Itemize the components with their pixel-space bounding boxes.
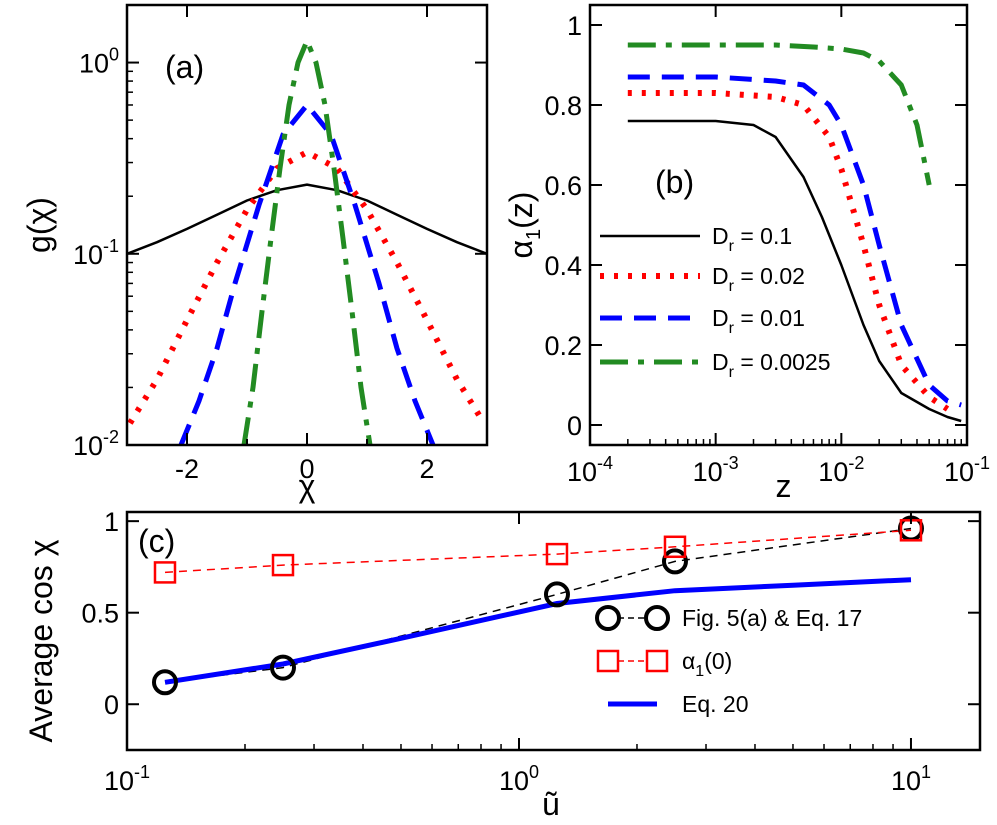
panel-c-point-fig5a: [151, 669, 178, 696]
panel-c-xtick-label: 10-1: [104, 762, 150, 796]
panel-b-plot-area: [627, 42, 962, 423]
panel-c: 10-1 100 101 0 0.5 1 (c) Fig. 5(a) & Eq. 17 α1(0…: [23, 507, 982, 822]
panel-b-series-Dr_0.1: [627, 119, 962, 423]
panel-c-frame: [125, 510, 982, 752]
panel-c-ytick-label: 0: [104, 690, 119, 720]
panel-c-annotation: (c): [138, 523, 175, 559]
panel-b-xlabel: z: [776, 468, 792, 504]
panel-a-frame: [125, 3, 489, 447]
panel-c-xtick-label: 100: [499, 762, 539, 796]
panel-c-legend-label-alpha1: α1(0): [682, 648, 732, 680]
panel-b-xtick-label: 10-4: [567, 453, 613, 487]
panel-a: -2 0 2 10-2 10-1 100 (a) χ g(χ): [21, 3, 489, 504]
panel-a-series-Dr_0.01: [178, 102, 436, 445]
panel-b-legend-label-Dr_0.02: Dr = 0.02: [712, 263, 805, 295]
panel-c-ylabel: Average cos χ: [23, 539, 59, 742]
panel-b-ytick-label: 0: [567, 411, 582, 441]
panel-b-ytick-label: 1: [567, 11, 582, 41]
panel-c-legend-label-eq20: Eq. 20: [682, 691, 749, 717]
panel-c-legend-marker-fig5a: [644, 605, 670, 631]
panel-c-ytick-label: 0.5: [81, 599, 119, 629]
panel-c-point-alpha1: [271, 553, 295, 577]
panel-c-xtick-label: 101: [891, 762, 931, 796]
panel-c-series-alpha1-line: [164, 529, 912, 574]
panel-b-legend-label-Dr_0.01: Dr = 0.01: [712, 305, 805, 337]
panel-b-xtick-label: 10-3: [693, 453, 739, 487]
panel-b-ytick-label: 0.8: [544, 91, 582, 121]
panel-b: 10-4 10-3 10-2 10-1 0 0.2 0.4 0.6 0.8 1 (b) Dr = 0.…: [503, 3, 990, 504]
panel-b-legend-label-Dr_0.0025: Dr = 0.0025: [712, 349, 831, 381]
panel-b-xtick-label: 10-1: [944, 453, 990, 487]
panel-a-xtick-label: 0: [299, 454, 314, 484]
panel-c-plot-area: [151, 515, 924, 696]
panel-a-ytick-label: 100: [79, 45, 119, 79]
panel-a-ytick-label: 10-1: [73, 236, 119, 270]
panel-b-series-Dr_0.0025: [627, 42, 932, 186]
panel-b-frame: [588, 3, 969, 447]
panel-a-xlabel: χ: [299, 468, 316, 504]
panel-a-ylabel: g(χ): [21, 197, 57, 253]
panel-a-series-Dr_0.02: [127, 149, 487, 425]
panel-c-point-fig5a: [661, 548, 688, 575]
panel-a-ytick-label: 10-2: [73, 427, 119, 461]
panel-c-ytick-label: 1: [104, 507, 119, 537]
panel-b-ylabel: α1(z): [503, 192, 545, 259]
panel-c-legend-label-fig5a: Fig. 5(a) & Eq. 17: [682, 605, 862, 631]
panel-c-point-alpha1: [153, 561, 177, 584]
panel-c-point-alpha1: [663, 535, 687, 559]
panel-b-ytick-label: 0.6: [544, 171, 582, 201]
panel-a-series-Dr_0.1: [127, 183, 487, 255]
panel-c-series-eq20: [164, 577, 912, 685]
panel-c-legend-marker-alpha1: [596, 649, 620, 673]
panel-a-annotation: (a): [165, 49, 204, 85]
panel-b-series-Dr_0.02: [627, 90, 950, 412]
panel-c-legend-marker-fig5a: [595, 605, 621, 631]
panel-b-legend-label-Dr_0.1: Dr = 0.1: [712, 223, 792, 255]
panel-c-series-fig5a-line: [164, 527, 912, 684]
panel-a-xtick-label: 2: [419, 454, 434, 484]
panel-b-series-Dr_0.01: [627, 74, 962, 408]
panel-c-legend-marker-alpha1: [645, 649, 669, 673]
panel-c-xlabel: ũ: [542, 786, 560, 822]
panel-c-point-fig5a: [269, 654, 296, 681]
panel-a-xtick-label: -2: [175, 454, 199, 484]
panel-a-plot-area: [127, 38, 487, 445]
panel-c-point-alpha1: [545, 542, 569, 566]
panel-b-xtick-label: 10-2: [818, 453, 864, 487]
panel-b-ytick-label: 0.2: [544, 331, 582, 361]
panel-c-point-fig5a: [543, 581, 570, 608]
panel-b-annotation: (b): [655, 164, 694, 200]
panel-b-ytick-label: 0.4: [544, 251, 582, 281]
panel-a-series-Dr_0.0025: [241, 38, 373, 445]
